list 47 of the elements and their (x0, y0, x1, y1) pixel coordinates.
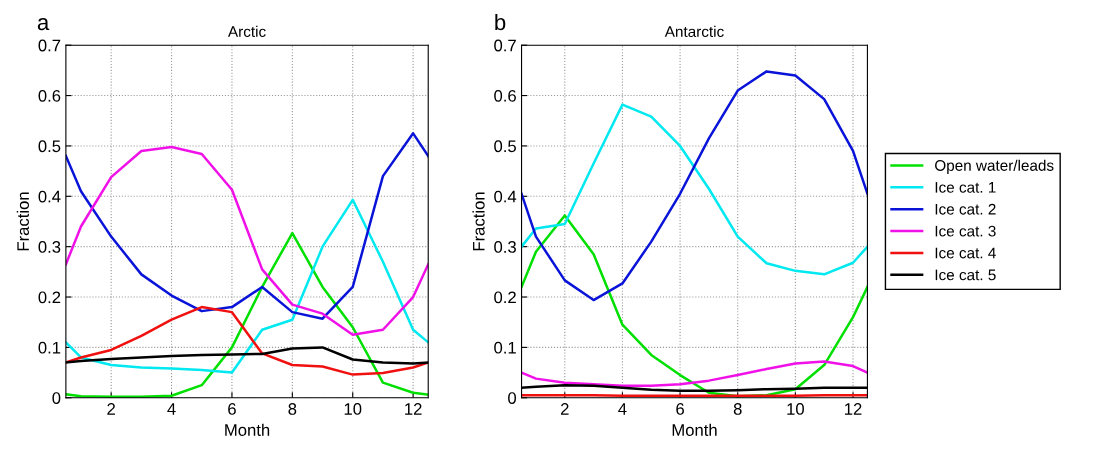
y-tick-label: 0.1 (494, 341, 516, 354)
x-tick-label: 6 (228, 403, 236, 415)
legend-label: Ice cat. 3 (935, 225, 996, 237)
legend-label: Open water/leads (935, 159, 1054, 174)
x-tick-label: 2 (107, 403, 115, 415)
y-tick-label: 0.7 (38, 39, 61, 52)
legend-label: Ice cat. 1 (935, 182, 996, 193)
y-axis-title: Fraction (472, 192, 485, 251)
line-series (521, 103, 868, 276)
legend-label: Ice cat. 5 (935, 269, 996, 281)
chart-title: Arctic (227, 25, 266, 38)
y-tick-label: 0 (52, 392, 61, 404)
y-tick-label: 0.2 (38, 291, 61, 304)
line-series (521, 70, 868, 302)
y-axis-title: Fraction (16, 192, 29, 251)
x-tick-label: 12 (405, 403, 422, 415)
text: b (495, 13, 506, 31)
y-tick-label: 0.4 (494, 190, 517, 203)
line-series (65, 305, 429, 376)
x-tick-label: 6 (676, 403, 684, 415)
x-tick-label: 4 (618, 403, 627, 415)
y-tick-label: 0.3 (494, 241, 516, 253)
legend-label: Ice cat. 4 (935, 247, 996, 259)
y-tick-label: 0.4 (38, 190, 61, 203)
x-axis-title: Month (672, 423, 717, 436)
y-tick-label: 0.2 (494, 291, 516, 304)
x-tick-label: 10 (344, 403, 362, 415)
text: a (37, 18, 50, 31)
x-tick-label: 4 (167, 403, 176, 415)
x-tick-label: 8 (733, 403, 742, 415)
y-tick-label: 0.7 (494, 39, 516, 52)
legend-label: Ice cat. 2 (935, 203, 996, 215)
y-tick-label: 0.6 (494, 89, 516, 102)
y-tick-label: 0.6 (38, 89, 61, 102)
y-tick-label: 0 (508, 392, 517, 404)
chart-title: Antarctic (664, 25, 724, 38)
x-axis-title: Month (225, 423, 270, 436)
y-tick-label: 0.5 (494, 140, 516, 153)
x-tick-label: 12 (845, 403, 862, 415)
line-series (65, 198, 429, 374)
line-series (521, 360, 868, 387)
x-tick-label: 8 (288, 403, 297, 415)
y-tick-label: 0.3 (38, 241, 61, 253)
x-tick-label: 10 (787, 403, 804, 415)
y-tick-label: 0.1 (38, 341, 61, 354)
y-tick-label: 0.5 (38, 140, 61, 153)
x-tick-label: 2 (560, 403, 569, 415)
